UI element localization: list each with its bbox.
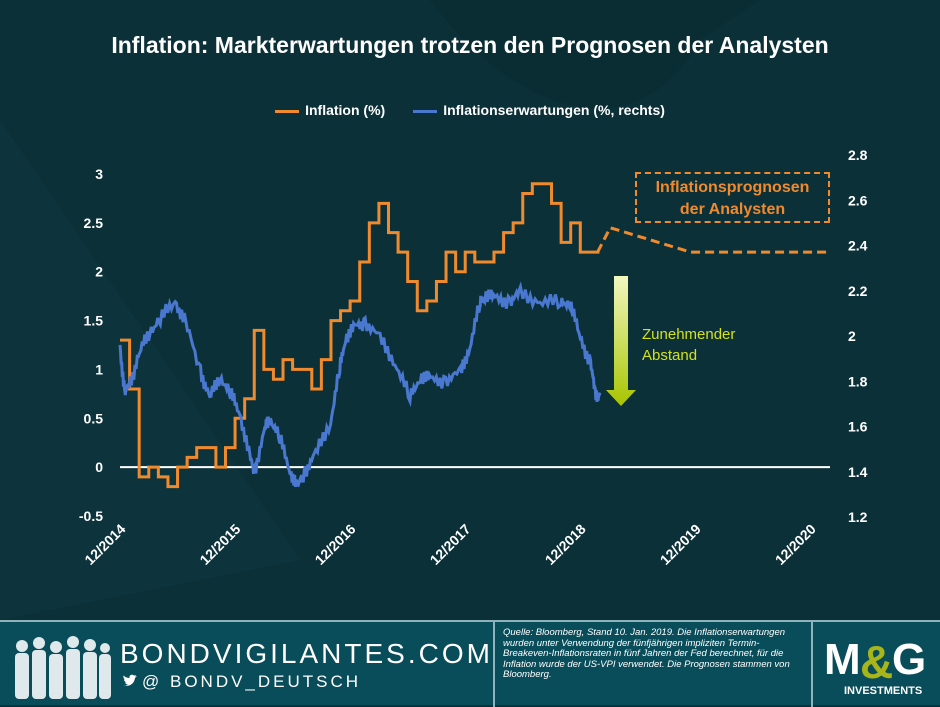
legend-label: Inflationserwartungen (%, rechts) [443,102,665,118]
y-right-tick-label: 2.2 [848,283,868,299]
svg-text:G: G [892,635,926,684]
x-tick-label: 12/2020 [772,521,819,568]
legend-label: Inflation (%) [305,102,386,118]
x-tick-label: 12/2017 [427,521,474,568]
y-left-tick-label: 0.5 [84,410,104,426]
svg-text:&: & [860,636,893,688]
x-tick-label: 12/2015 [196,521,243,568]
source-note: Quelle: Bloomberg, Stand 10. Jan. 2019. … [493,622,813,707]
legend-item-expectations: Inflationserwartungen (%, rechts) [413,102,665,118]
forecast-label: der Analysten [679,201,786,218]
y-left-tick-label: -0.5 [79,508,103,524]
x-tick-label: 12/2018 [542,521,589,568]
twitter-icon [123,674,137,686]
expectations-line [118,281,602,488]
forecast-annotation-box: Inflationsprognosen der Analysten [635,172,830,223]
legend-item-inflation: Inflation (%) [275,102,385,118]
y-right-tick-label: 2.6 [848,192,868,208]
y-left-tick-label: 2.5 [84,215,104,231]
gap-arrow-icon [606,276,636,406]
background-watermark [0,0,940,620]
y-right-tick-label: 1.6 [848,419,868,435]
x-tick-label: 12/2014 [81,521,128,568]
gap-annotation: Zunehmender Abstand [642,324,735,366]
legend-swatch-orange [275,109,300,113]
chart-title: Inflation: Markterwartungen trotzen den … [111,32,829,58]
footer: BONDVIGILANTES.COM @ BONDV_DEUTSCH Quell… [0,620,940,707]
x-tick-label: 12/2019 [657,521,704,568]
y-left-tick-label: 1.5 [84,313,104,329]
svg-text:INVESTMENTS: INVESTMENTS [844,685,922,697]
svg-text:M: M [824,635,861,684]
y-left-tick-label: 2 [95,264,103,280]
mg-investments-logo: M & G INVESTMENTS [824,635,926,697]
legend: Inflation (%) Inflationserwartungen (%, … [0,102,940,118]
brand-link[interactable]: BONDVIGILANTES.COM [120,638,493,669]
y-right-tick-label: 2.8 [848,147,868,163]
y-right-tick-label: 2 [848,328,856,344]
gap-label: Abstand [642,347,698,364]
x-tick-label: 12/2016 [312,521,359,568]
y-left-tick-label: 1 [95,361,103,377]
inflation-line [120,182,600,489]
y-left-tick-label: 3 [95,166,103,182]
y-left-tick-label: 0 [95,459,103,475]
twitter-handle[interactable]: @ BONDV_DEUTSCH [142,672,362,691]
y-right-tick-label: 1.8 [848,373,868,389]
gap-label: Zunehmender [642,326,736,343]
y-right-tick-label: 2.4 [848,238,868,254]
chart-plot: -0.5 0 0.5 1 1.5 2 2.5 3 1.2 1.4 1.6 1.8 2 2.2 2.4 2.6 2… [79,147,868,568]
forecast-line [596,225,830,254]
forecast-label: Inflationsprognosen [655,179,810,196]
legend-swatch-blue [413,109,438,113]
y-right-tick-label: 1.2 [848,509,868,525]
people-silhouettes-icon [15,636,111,699]
y-right-tick-label: 1.4 [848,464,868,480]
